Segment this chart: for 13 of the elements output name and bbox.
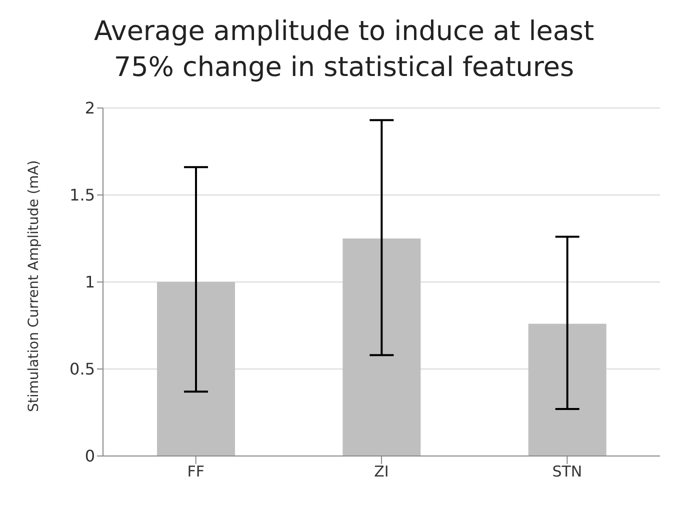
chart-title: Average amplitude to induce at least 75% change in statistical features [92,15,596,85]
x-tick-label: STN [552,462,582,481]
x-tick-label: ZI [374,462,389,481]
y-tick-label: 2 [84,98,95,118]
x-tick-label: FF [187,462,204,481]
bar [342,238,421,456]
y-axis-title: Stimulation Current Amplitude (mA) [26,160,42,412]
bar [528,324,606,456]
y-tick-label: 1.5 [70,186,95,205]
y-tick-label: 0 [84,446,95,466]
y-tick-label: 0.5 [70,360,95,379]
y-tick-label: 1 [84,272,95,292]
bar [157,282,235,456]
